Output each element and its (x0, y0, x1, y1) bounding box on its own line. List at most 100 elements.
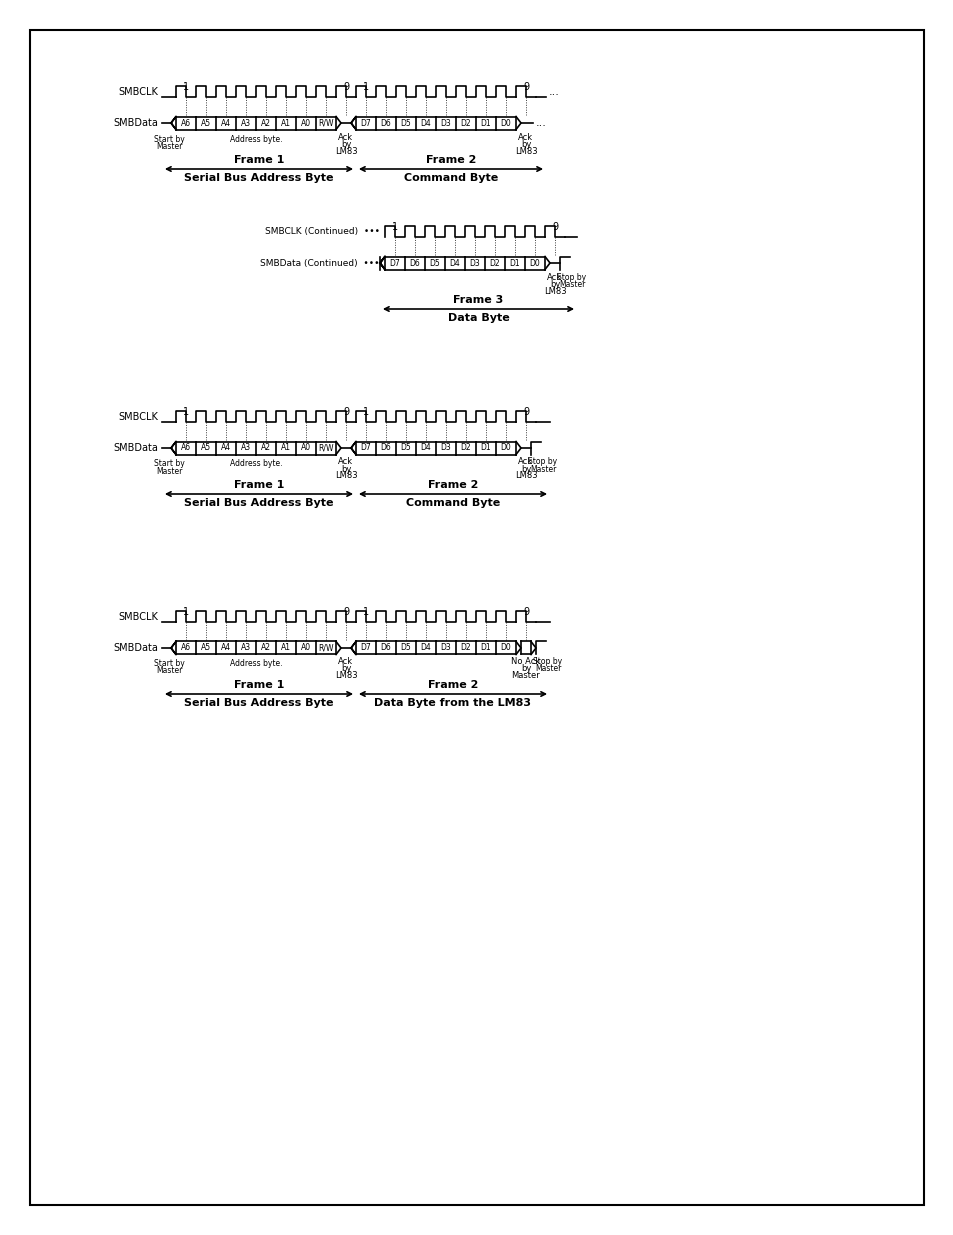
Text: SMBData: SMBData (113, 643, 158, 653)
Text: D0: D0 (500, 443, 511, 452)
Text: 9: 9 (522, 408, 529, 417)
Text: D6: D6 (380, 443, 391, 452)
Text: Master: Master (155, 667, 182, 676)
Text: D2: D2 (489, 258, 499, 268)
Text: 9: 9 (342, 606, 349, 618)
Text: D5: D5 (429, 258, 440, 268)
Text: A2: A2 (261, 119, 271, 127)
Text: D4: D4 (420, 119, 431, 127)
Text: Address byte.: Address byte. (230, 659, 282, 668)
Text: D5: D5 (400, 119, 411, 127)
Text: Ack: Ack (517, 457, 533, 467)
Text: Master: Master (529, 464, 556, 473)
Text: A2: A2 (261, 643, 271, 652)
Text: LM83: LM83 (335, 147, 357, 156)
Text: Stop by: Stop by (557, 273, 586, 282)
Text: Ack: Ack (517, 132, 533, 142)
Text: D1: D1 (480, 643, 491, 652)
Text: D5: D5 (400, 443, 411, 452)
Text: A0: A0 (300, 443, 311, 452)
Text: D0: D0 (500, 119, 511, 127)
Text: D0: D0 (529, 258, 539, 268)
Text: Frame 1: Frame 1 (233, 480, 284, 490)
Text: R/W: R/W (318, 643, 334, 652)
Text: Master: Master (558, 279, 584, 289)
Text: A5: A5 (201, 443, 211, 452)
Text: D3: D3 (440, 643, 451, 652)
Text: Address byte.: Address byte. (230, 135, 282, 143)
Text: Start by: Start by (153, 659, 184, 668)
Text: by: by (549, 279, 559, 289)
Text: 1: 1 (362, 408, 369, 417)
Text: Stop by: Stop by (528, 457, 557, 467)
Text: by: by (340, 664, 351, 673)
Text: A6: A6 (181, 643, 191, 652)
Text: A4: A4 (221, 119, 231, 127)
Text: LM83: LM83 (515, 472, 537, 480)
Text: A6: A6 (181, 119, 191, 127)
Text: A6: A6 (181, 443, 191, 452)
Text: Master: Master (535, 664, 560, 673)
Text: Ack: Ack (547, 273, 562, 282)
Text: D7: D7 (360, 643, 371, 652)
Text: Data Byte: Data Byte (447, 312, 509, 324)
Text: Serial Bus Address Byte: Serial Bus Address Byte (184, 498, 334, 508)
Text: LM83: LM83 (515, 147, 537, 156)
Text: 1: 1 (183, 408, 189, 417)
Text: Ack: Ack (338, 657, 354, 667)
Text: D2: D2 (460, 443, 471, 452)
Text: D6: D6 (380, 119, 391, 127)
Text: D1: D1 (480, 443, 491, 452)
Text: A4: A4 (221, 643, 231, 652)
Text: D3: D3 (440, 443, 451, 452)
Text: SMBData: SMBData (113, 443, 158, 453)
Text: R/W: R/W (318, 119, 334, 127)
Text: Ack: Ack (338, 132, 354, 142)
Text: Ack: Ack (338, 457, 354, 467)
Text: Data Byte from the LM83: Data Byte from the LM83 (375, 698, 531, 708)
Text: SMBCLK: SMBCLK (118, 411, 158, 421)
Text: D6: D6 (380, 643, 391, 652)
Text: Stop by: Stop by (533, 657, 562, 667)
Text: D3: D3 (469, 258, 480, 268)
Text: Serial Bus Address Byte: Serial Bus Address Byte (184, 173, 334, 183)
Text: A0: A0 (300, 643, 311, 652)
Text: D2: D2 (460, 119, 471, 127)
Text: R/W: R/W (318, 443, 334, 452)
Text: A3: A3 (241, 119, 251, 127)
Text: A1: A1 (281, 119, 291, 127)
Text: A5: A5 (201, 119, 211, 127)
Text: Frame 1: Frame 1 (233, 680, 284, 690)
Text: D5: D5 (400, 643, 411, 652)
Text: Command Byte: Command Byte (403, 173, 497, 183)
Text: D3: D3 (440, 119, 451, 127)
Text: D6: D6 (409, 258, 420, 268)
Text: by: by (520, 464, 531, 473)
Text: 1: 1 (183, 606, 189, 618)
Text: D7: D7 (360, 119, 371, 127)
Text: SMBCLK (Continued)  •••: SMBCLK (Continued) ••• (265, 227, 379, 236)
Text: SMBCLK: SMBCLK (118, 611, 158, 621)
Text: Frame 2: Frame 2 (425, 156, 476, 165)
Text: 9: 9 (552, 222, 558, 232)
Text: ...: ... (548, 86, 559, 96)
Text: Frame 3: Frame 3 (453, 295, 503, 305)
Text: ...: ... (536, 119, 546, 128)
Text: A5: A5 (201, 643, 211, 652)
Text: SMBData (Continued)  •••: SMBData (Continued) ••• (260, 258, 379, 268)
Text: Frame 2: Frame 2 (427, 680, 477, 690)
Text: Serial Bus Address Byte: Serial Bus Address Byte (184, 698, 334, 708)
Text: 1: 1 (362, 606, 369, 618)
Text: A0: A0 (300, 119, 311, 127)
Text: Address byte.: Address byte. (230, 459, 282, 468)
Text: SMBData: SMBData (113, 119, 158, 128)
Text: Start by: Start by (153, 135, 184, 143)
Text: D7: D7 (360, 443, 371, 452)
Text: Start by: Start by (153, 459, 184, 468)
Text: D1: D1 (509, 258, 519, 268)
Text: 1: 1 (392, 222, 397, 232)
Text: SMBCLK: SMBCLK (118, 86, 158, 96)
Text: 9: 9 (342, 82, 349, 91)
Text: Frame 2: Frame 2 (427, 480, 477, 490)
Text: D7: D7 (389, 258, 400, 268)
